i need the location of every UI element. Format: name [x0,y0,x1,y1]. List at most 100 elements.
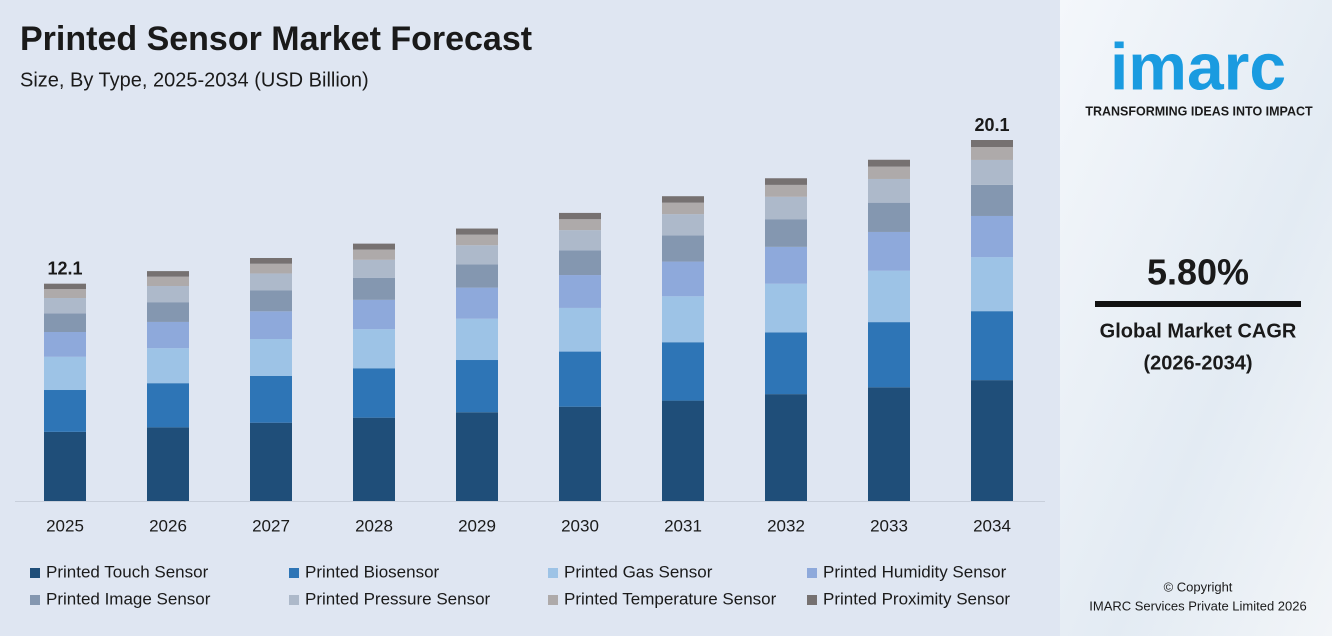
bar-segment [147,348,189,384]
legend-label: Printed Biosensor [305,562,440,581]
legend-label: Printed Image Sensor [46,589,211,608]
bar-segment [662,261,704,297]
bar-segment [147,276,189,287]
chart-title: Printed Sensor Market Forecast [20,20,532,58]
bar-segment [250,273,292,291]
bar-segment [147,286,189,303]
legend-swatch [548,568,558,578]
legend-label: Printed Humidity Sensor [823,562,1007,581]
bar-segment [765,246,807,284]
bar-segment [971,184,1013,216]
bar-segment [456,360,498,413]
bar-segment [44,390,86,432]
x-tick-label: 2030 [561,516,599,535]
bar-segment [353,243,395,250]
bar-segment [559,250,601,276]
bar-segment [868,231,910,271]
bar-segment [559,351,601,407]
bar-segment [250,338,292,376]
legend-swatch [289,568,299,578]
bar-segment [765,332,807,395]
bar-segment [662,296,704,343]
bar-segment [559,406,601,501]
bar-segment [868,270,910,323]
bar-segment [765,184,807,197]
bar-segment [456,412,498,501]
bar-segment [456,264,498,288]
bar-segment [250,422,292,501]
bar-segment [250,257,292,264]
bar-segment [765,196,807,220]
bar-segment [559,275,601,308]
bar-segment [662,196,704,203]
bar-segment [765,283,807,333]
bar-segment [250,375,292,423]
bar-segment [868,159,910,167]
bar-segment [44,356,86,391]
legend-swatch [807,595,817,605]
bar-segment [971,140,1013,148]
x-tick-label: 2033 [870,516,908,535]
legend-swatch [30,595,40,605]
bar-segment [662,214,704,236]
bar-segment [971,159,1013,185]
x-tick-label: 2027 [252,516,290,535]
legend-label: Printed Pressure Sensor [305,589,491,608]
legend-label: Printed Gas Sensor [564,562,713,581]
legend-swatch [807,568,817,578]
bar-segment [662,235,704,262]
bar-segment [971,380,1013,501]
bar-segment [765,394,807,501]
legend-swatch [548,595,558,605]
bar-segment [662,400,704,501]
chart-subtitle: Size, By Type, 2025-2034 (USD Billion) [20,69,369,91]
bar-segment [456,287,498,319]
bar-segment [559,307,601,352]
bar-segment [868,178,910,203]
x-tick-label: 2028 [355,516,393,535]
legend-label: Printed Proximity Sensor [823,589,1010,608]
bar-segment [44,431,86,501]
tagline: TRANSFORMING IDEAS INTO IMPACT [1085,104,1313,118]
logo: imarc [1110,29,1286,103]
bar-segment [353,417,395,501]
bar-segment [353,259,395,278]
bar-segment [147,321,189,349]
bar-segment [353,368,395,418]
bar-segment [250,263,292,274]
legend-swatch [289,595,299,605]
bar-segment [353,299,395,330]
bar-segment [44,331,86,357]
x-tick-label: 2032 [767,516,805,535]
total-label: 20.1 [974,115,1009,135]
x-tick-label: 2029 [458,516,496,535]
bar-segment [147,383,189,428]
x-tick-label: 2025 [46,516,84,535]
bar-segment [250,311,292,339]
x-tick-label: 2026 [149,516,187,535]
cagr-label: Global Market CAGR [1100,320,1297,342]
bar-segment [147,427,189,501]
bar-segment [662,202,704,215]
bar-segment [456,318,498,361]
bar-segment [44,313,86,332]
bar-segment [971,215,1013,258]
cagr-value: 5.80% [1147,252,1249,293]
bar-segment [353,249,395,260]
bar-segment [353,277,395,300]
bar-segment [44,283,86,290]
legend-label: Printed Temperature Sensor [564,589,777,608]
bar-segment [868,166,910,179]
bar-segment [147,302,189,322]
bar-segment [456,228,498,235]
bar-segment [765,219,807,247]
bar-segment [971,147,1013,160]
bar-segment [250,290,292,312]
bar-segment [559,230,601,251]
bar-segment [971,257,1013,312]
bar-segment [868,387,910,501]
bar-segment [559,219,601,231]
bar-segment [456,245,498,265]
bar-segment [868,322,910,388]
